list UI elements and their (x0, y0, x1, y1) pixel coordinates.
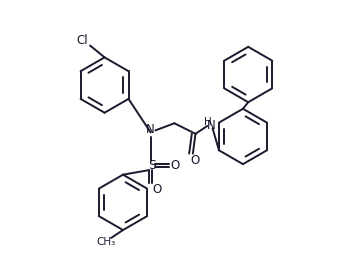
Text: S: S (148, 159, 156, 172)
Text: N: N (146, 123, 155, 136)
Text: H: H (204, 117, 212, 127)
Text: N: N (207, 119, 216, 132)
Text: O: O (191, 154, 200, 167)
Text: Cl: Cl (77, 34, 88, 47)
Text: O: O (170, 159, 180, 172)
Text: O: O (153, 183, 162, 196)
Text: CH₃: CH₃ (96, 237, 115, 247)
